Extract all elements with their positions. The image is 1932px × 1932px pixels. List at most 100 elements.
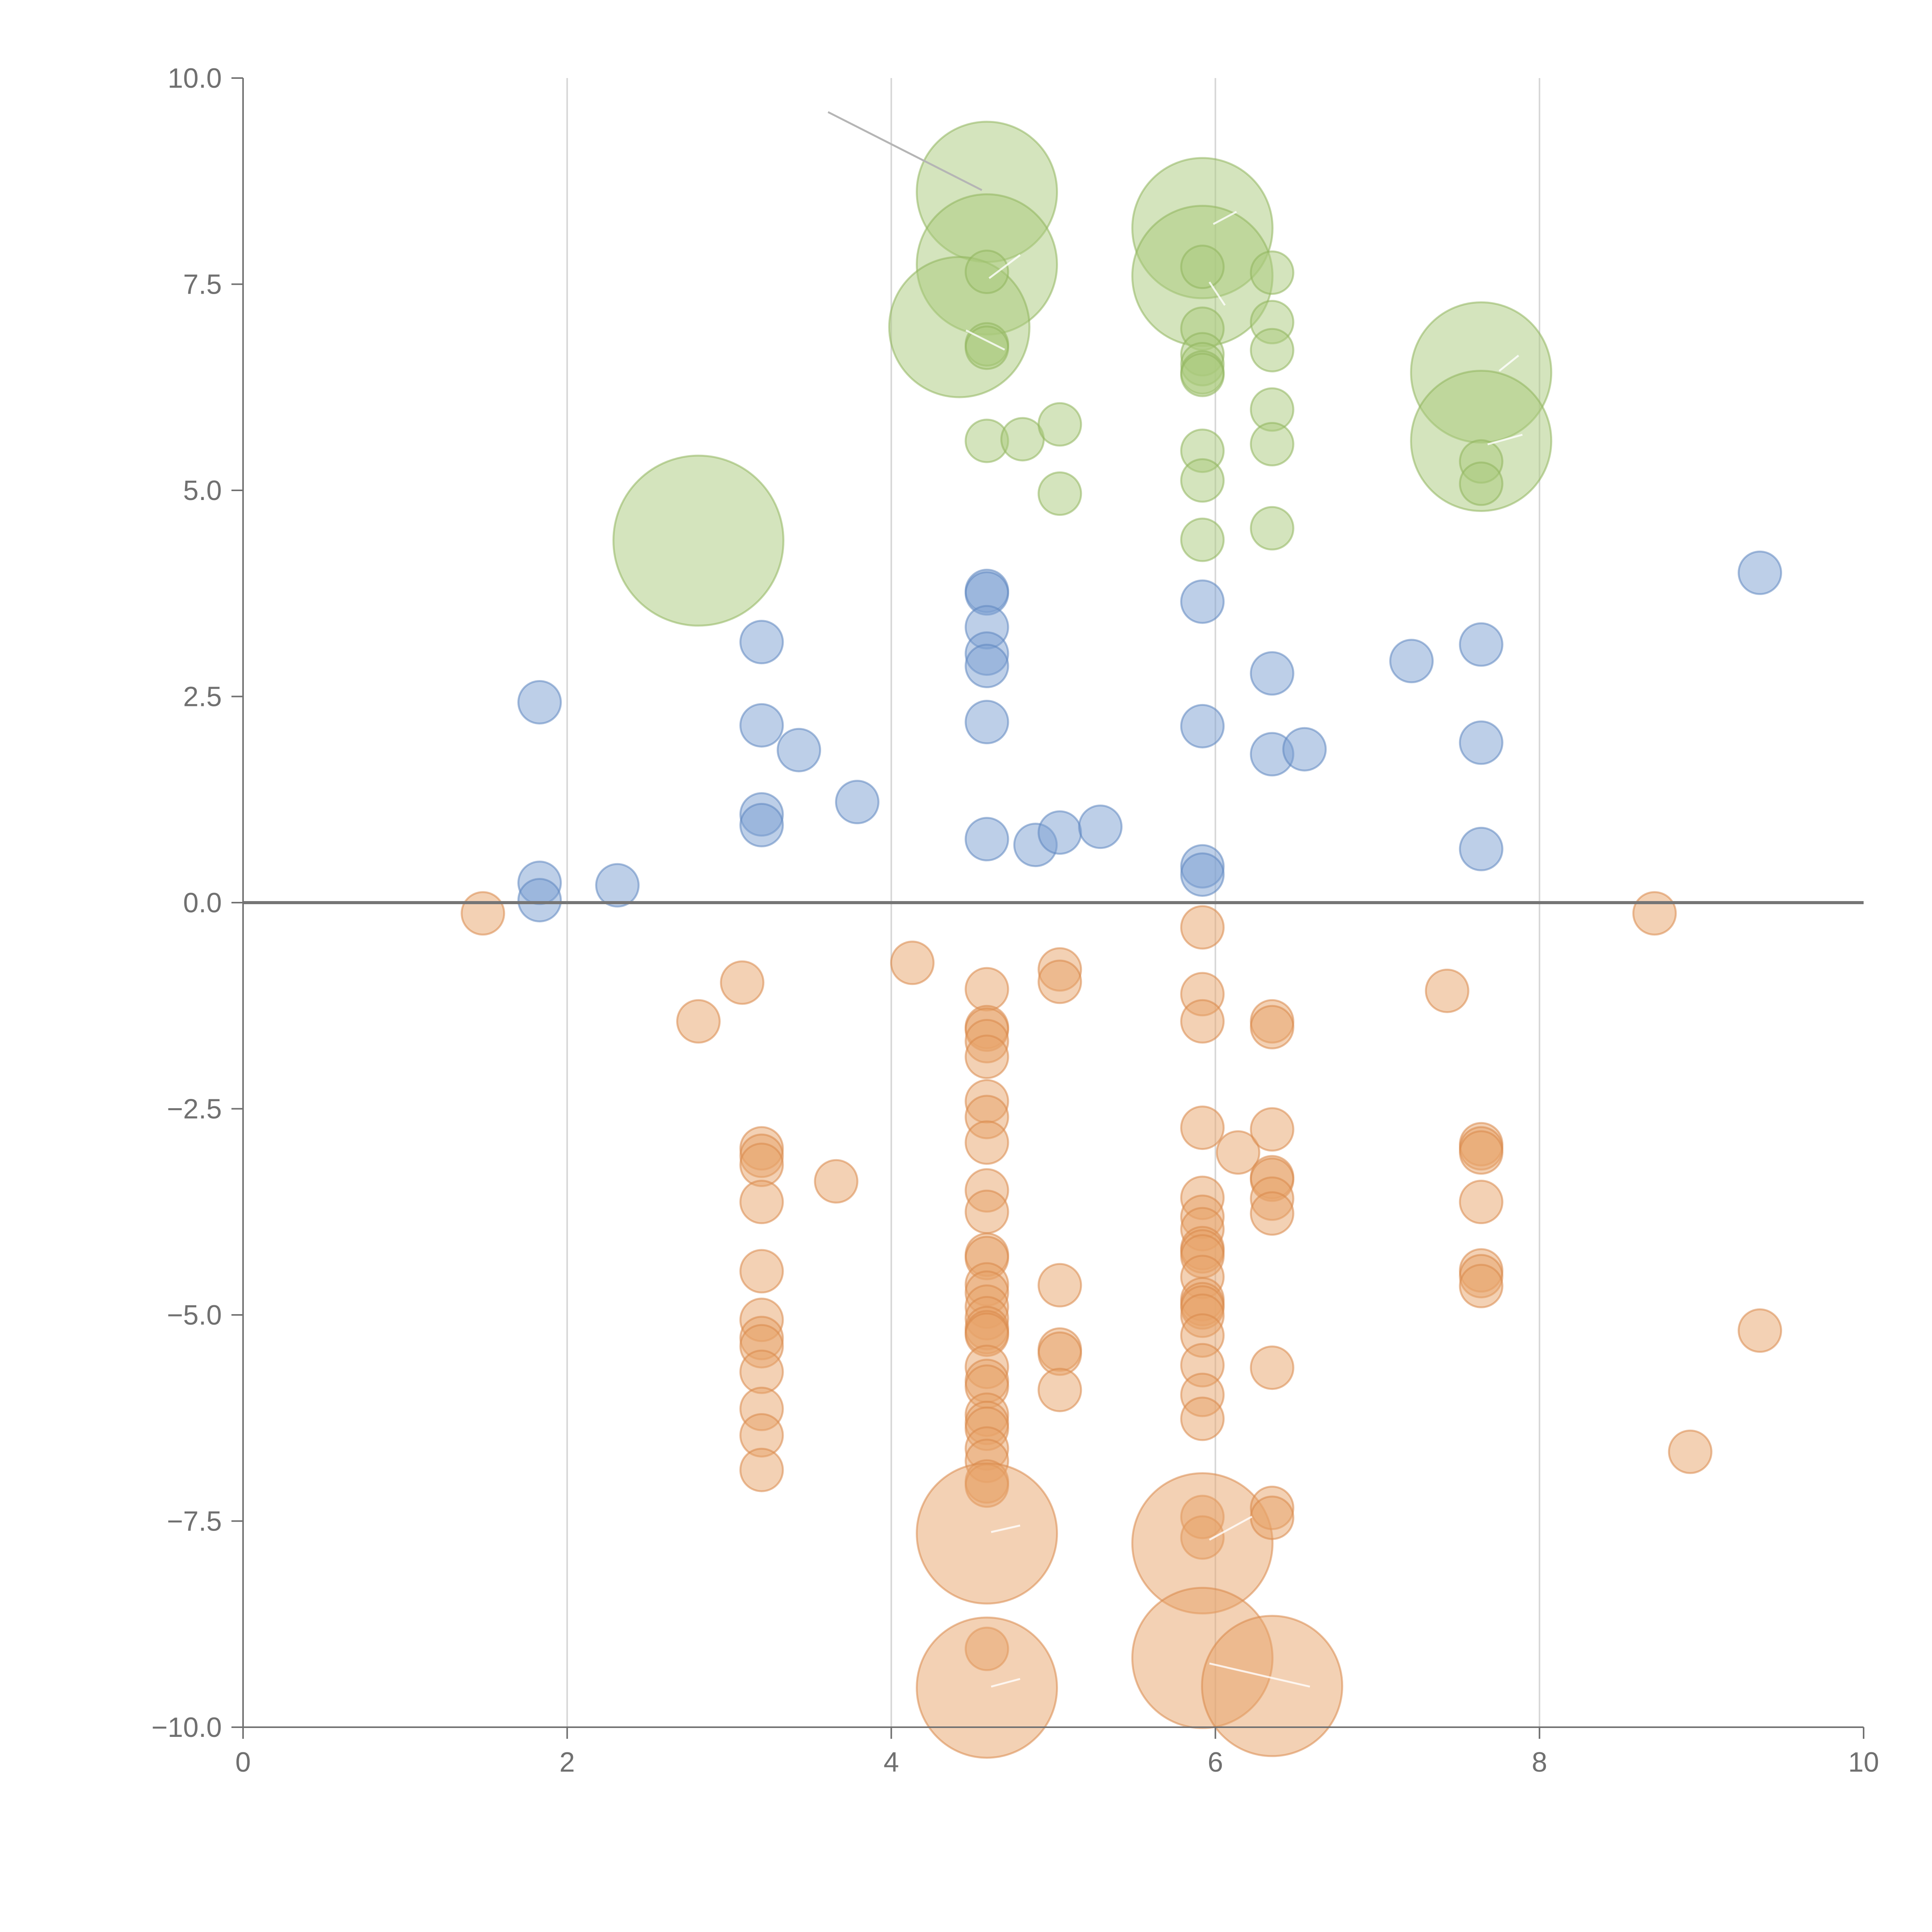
data-point xyxy=(814,1159,859,1204)
data-point xyxy=(888,256,1031,398)
data-point xyxy=(835,780,880,825)
x-tick-label: 10 xyxy=(1848,1747,1879,1778)
data-point xyxy=(461,891,505,936)
data-point xyxy=(1250,506,1294,551)
data-point xyxy=(1250,422,1294,466)
data-point xyxy=(1180,999,1225,1044)
data-point xyxy=(1037,810,1082,855)
data-point xyxy=(1389,639,1434,684)
data-point xyxy=(1037,471,1082,516)
data-point xyxy=(739,1143,784,1187)
data-point xyxy=(1250,250,1294,295)
data-point xyxy=(1738,550,1782,595)
data-point xyxy=(964,325,1009,370)
data-point xyxy=(1459,827,1503,871)
data-point xyxy=(1250,1345,1294,1390)
data-point xyxy=(964,817,1009,862)
data-point xyxy=(1180,905,1225,950)
axes: 10.0 7.5 5.0 2.5 0.0 −2.5 −5.0 −7.5 −10.0 0 2 4 6 8 10 xyxy=(151,63,1879,1778)
data-point xyxy=(1180,458,1225,503)
data-point xyxy=(1180,517,1225,562)
data-point xyxy=(739,1447,784,1492)
data-point xyxy=(739,703,784,748)
x-tick-label: 2 xyxy=(560,1747,575,1778)
bubble-pointer-line xyxy=(1487,434,1523,446)
data-point xyxy=(1459,461,1503,506)
data-point xyxy=(1250,651,1294,696)
data-point xyxy=(1250,1495,1294,1540)
data-point xyxy=(916,1616,1058,1759)
data-point xyxy=(1425,968,1469,1013)
data-point xyxy=(1738,1308,1782,1353)
x-tick-label: 8 xyxy=(1532,1747,1547,1778)
x-tick-label: 4 xyxy=(884,1747,899,1778)
data-point xyxy=(964,1120,1009,1165)
bubble-pointer-line xyxy=(991,1524,1020,1533)
leader-lines xyxy=(827,111,1523,1688)
data-point xyxy=(964,1189,1009,1234)
data-point xyxy=(1459,1130,1503,1175)
data-point xyxy=(964,700,1009,745)
data-point xyxy=(890,940,935,985)
data-point xyxy=(1459,1264,1503,1308)
y-tick-label: −2.5 xyxy=(167,1094,222,1125)
data-point xyxy=(1000,417,1045,462)
data-point xyxy=(1201,1615,1344,1757)
data-point xyxy=(1037,402,1082,447)
data-point xyxy=(1632,891,1677,936)
y-tick-label: −5.0 xyxy=(167,1300,222,1331)
data-point xyxy=(739,620,784,665)
y-tick-label: 7.5 xyxy=(183,269,222,300)
data-point xyxy=(1216,1130,1260,1175)
x-tick-label: 0 xyxy=(235,1747,251,1778)
y-tick-label: 0.0 xyxy=(183,888,222,918)
data-point xyxy=(612,454,785,627)
data-point xyxy=(595,863,640,908)
bubble-pointer-line xyxy=(965,329,1005,351)
data-point xyxy=(964,249,1009,294)
data-point xyxy=(916,1462,1058,1605)
data-point xyxy=(1037,1367,1082,1412)
data-point xyxy=(1459,622,1503,667)
data-point xyxy=(1250,1191,1294,1236)
y-tick-label: 5.0 xyxy=(183,475,222,506)
data-point xyxy=(739,1180,784,1225)
data-point xyxy=(739,1349,784,1394)
bubble-pointer-line xyxy=(991,1678,1020,1688)
y-tick-label: 10.0 xyxy=(168,63,222,94)
data-point xyxy=(1037,1263,1082,1308)
data-point xyxy=(1459,1180,1503,1225)
y-tick-label: −7.5 xyxy=(167,1506,222,1537)
bubble-pointer-line xyxy=(1498,355,1519,372)
data-point xyxy=(964,967,1009,1012)
bubble-pointer-line xyxy=(988,254,1021,279)
bubble-pointer-line xyxy=(1213,211,1237,225)
data-point xyxy=(1250,328,1294,372)
data-point xyxy=(1282,727,1327,772)
data-points xyxy=(461,121,1782,1759)
data-point xyxy=(1078,804,1123,849)
data-point xyxy=(720,960,765,1005)
x-tick-label: 6 xyxy=(1208,1747,1223,1778)
bubble-pointer-line xyxy=(1209,1515,1253,1541)
data-point xyxy=(1180,852,1225,897)
data-point xyxy=(1180,352,1225,397)
y-tick-label: 2.5 xyxy=(183,682,222,713)
data-point xyxy=(517,680,562,724)
data-point xyxy=(777,728,821,772)
data-point xyxy=(964,644,1009,689)
data-point xyxy=(1250,1005,1294,1049)
data-point xyxy=(1180,1396,1225,1441)
data-point xyxy=(739,803,784,847)
data-point xyxy=(1180,579,1225,624)
data-point xyxy=(1459,720,1503,765)
bubble-pointer-line xyxy=(1208,281,1226,306)
bubble-pointer-line xyxy=(1209,1662,1310,1688)
data-point xyxy=(739,1249,784,1294)
data-point xyxy=(964,1034,1009,1079)
data-point xyxy=(1668,1429,1713,1474)
y-tick-label: −10.0 xyxy=(151,1712,222,1743)
data-point xyxy=(1037,959,1082,1004)
data-point xyxy=(1180,245,1225,289)
data-point xyxy=(1250,1107,1294,1152)
